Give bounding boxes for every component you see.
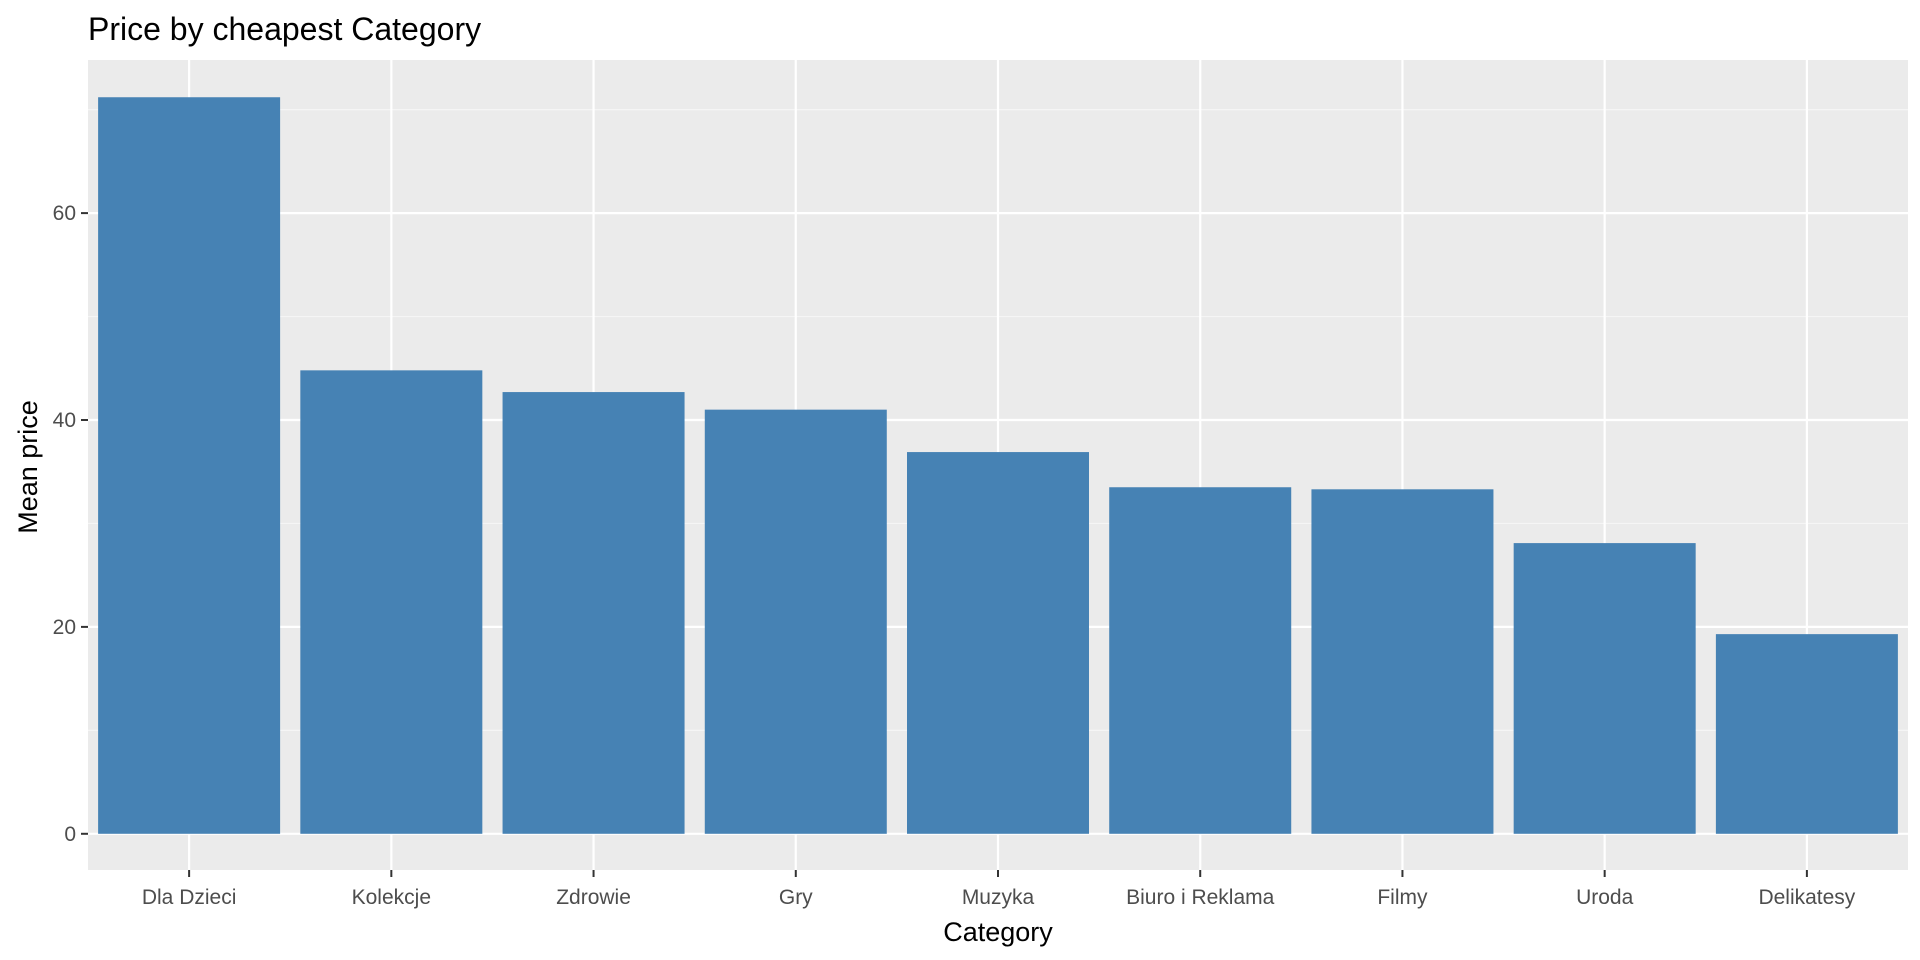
y-axis: 0 20 40 60: [53, 202, 88, 846]
x-tick-label: Biuro i Reklama: [1126, 886, 1275, 909]
bar-delikatesy: [1715, 634, 1898, 834]
y-tick-label: 0: [64, 823, 76, 846]
bar-dla-dzieci: [98, 97, 281, 834]
bars: [98, 97, 1898, 834]
x-tick-label: Kolekcje: [352, 886, 431, 909]
x-tick-label: Filmy: [1377, 886, 1428, 909]
bar-zdrowie: [502, 392, 685, 834]
x-tick-label: Uroda: [1576, 886, 1634, 909]
y-tick-label: 60: [53, 202, 76, 225]
bar-uroda: [1513, 543, 1696, 834]
bar-kolekcje: [300, 370, 483, 834]
y-tick-label: 40: [53, 409, 76, 432]
bar-gry: [704, 409, 887, 834]
x-tick-label: Delikatesy: [1758, 886, 1855, 909]
bar-biuro-i-reklama: [1109, 487, 1292, 834]
chart-title: Price by cheapest Category: [88, 11, 481, 47]
bar-filmy: [1311, 489, 1494, 834]
x-tick-label: Muzyka: [962, 886, 1035, 909]
y-tick-label: 20: [53, 616, 76, 639]
x-tick-label: Dla Dzieci: [142, 886, 237, 909]
x-tick-label: Gry: [779, 886, 813, 909]
x-tick-label: Zdrowie: [556, 886, 631, 909]
bar-muzyka: [907, 452, 1089, 834]
y-axis-title: Mean price: [13, 400, 43, 534]
x-axis: Dla Dzieci Kolekcje Zdrowie Gry Muzyka Biuro …: [142, 870, 1856, 909]
x-axis-title: Category: [943, 917, 1053, 947]
